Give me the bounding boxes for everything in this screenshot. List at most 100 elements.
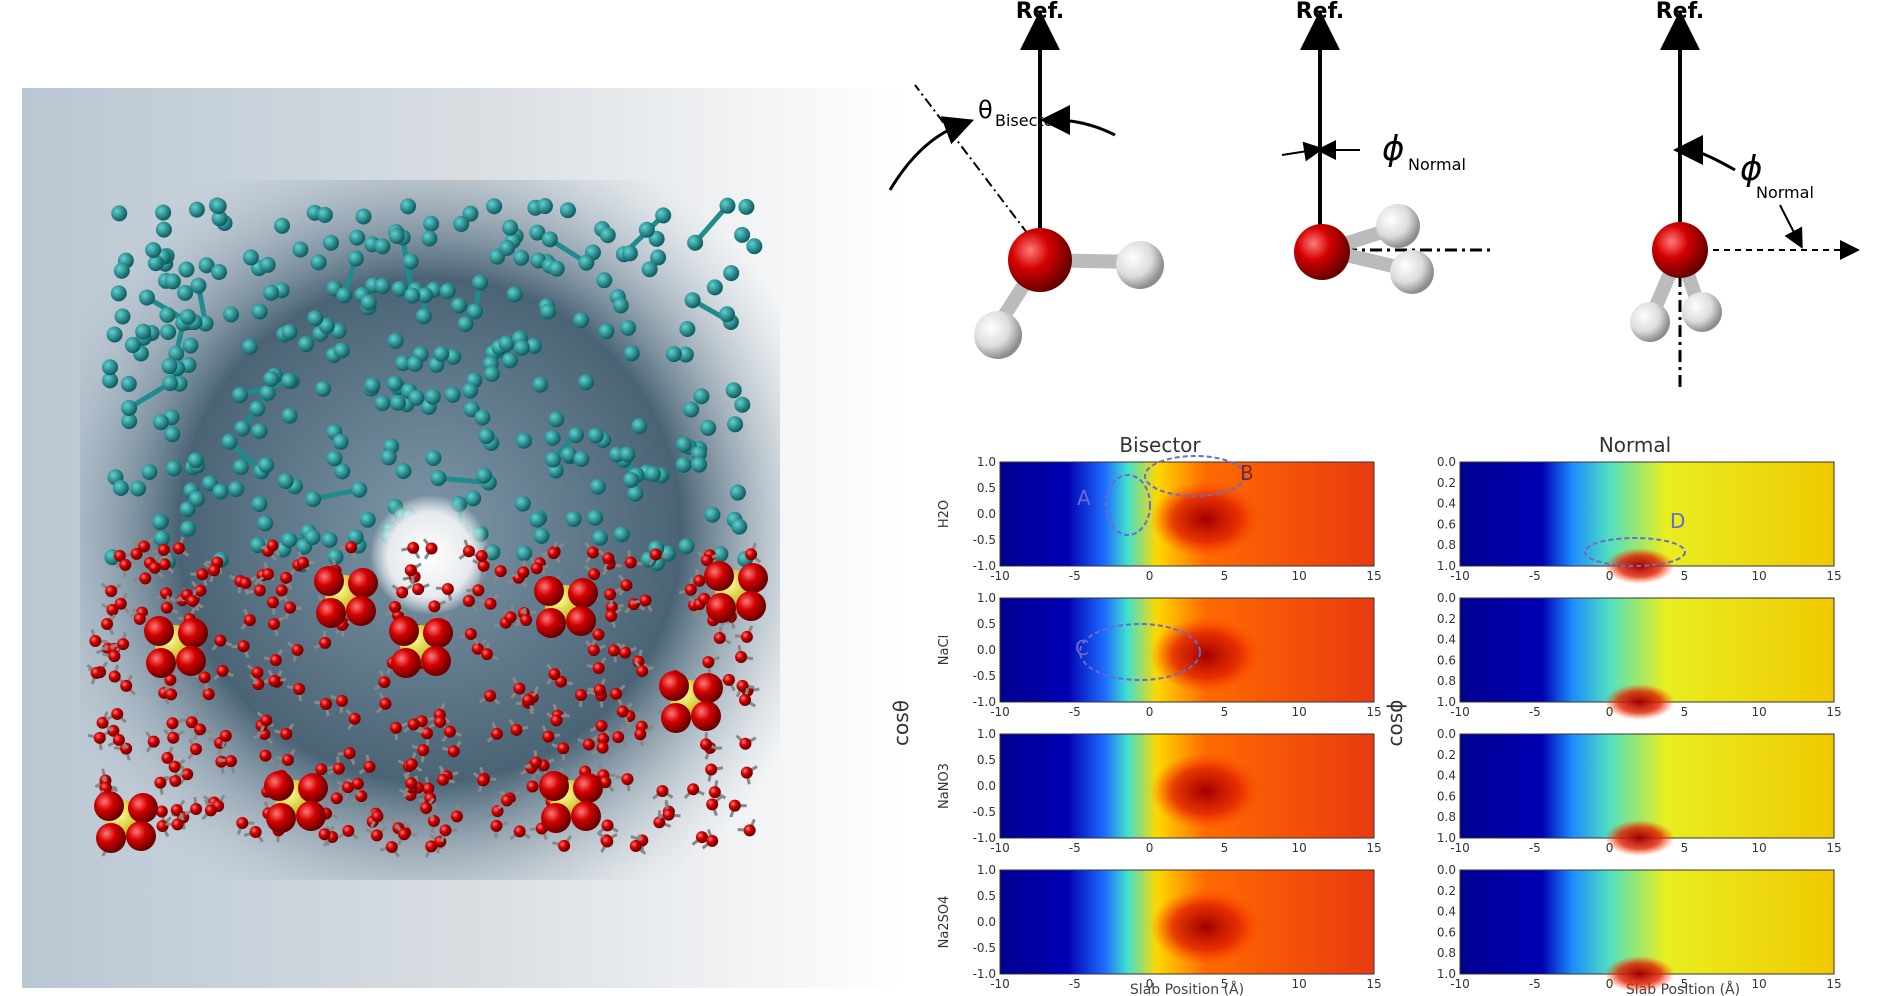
water-oxygen	[632, 655, 645, 668]
x-tick-label: -10	[990, 569, 1010, 583]
carbon-atom	[232, 459, 249, 476]
carbon-atom	[182, 337, 199, 354]
water-oxygen	[170, 803, 183, 816]
carbon-atom	[251, 423, 268, 440]
y-tick-label: 1.0	[1437, 559, 1456, 573]
heatmap-figure: Bisector Normal cosθ cosϕ Slab Position …	[889, 433, 1842, 996]
carbon-atom	[232, 386, 249, 403]
carbon-atom	[466, 303, 483, 320]
normal-title: Normal	[1599, 433, 1671, 457]
water-oxygen	[736, 679, 749, 692]
water-oxygen	[484, 689, 497, 702]
water-oxygen	[89, 634, 102, 647]
water-oxygen	[662, 808, 675, 821]
x-tick-label: -5	[1069, 705, 1081, 719]
x-tick-label: 0	[1146, 977, 1154, 991]
oxygen-atom	[1652, 222, 1708, 278]
water-oxygen	[249, 826, 262, 839]
carbon-atom	[727, 416, 744, 433]
carbon-atom	[387, 332, 404, 349]
carbon-atom	[152, 514, 169, 531]
carbon-atom	[738, 198, 755, 215]
sulfate-oxygen	[348, 568, 378, 598]
carbon-atom	[304, 529, 321, 546]
water-oxygen	[427, 814, 440, 827]
water-oxygen	[513, 682, 526, 695]
y-tick-label: -1.0	[973, 831, 996, 845]
carbon-atom	[529, 511, 546, 528]
carbon-atom	[258, 457, 275, 474]
heatmap-panel: 0.0 0.2 0.4 0.6 0.8 1.0-10 -5 0 5 10 15	[1437, 727, 1842, 856]
water-oxygen	[335, 694, 348, 707]
water-oxygen	[155, 805, 168, 818]
sulfate-oxygen	[534, 576, 564, 606]
water-oxygen	[582, 738, 595, 751]
water-oxygen	[348, 712, 361, 725]
row-label: NaNO3	[937, 763, 952, 809]
water-oxygen	[530, 562, 543, 575]
x-tick-label: 5	[1221, 705, 1229, 719]
carbon-atom	[529, 224, 546, 241]
carbon-atom	[746, 238, 763, 255]
carbon-atom	[675, 456, 692, 473]
water-oxygen	[501, 794, 514, 807]
water-oxygen	[93, 731, 106, 744]
x-tick-label: 5	[1221, 977, 1229, 991]
x-tick-label: 15	[1826, 569, 1841, 583]
water-oxygen	[196, 568, 209, 581]
water-oxygen	[165, 688, 178, 701]
sulfate-oxygen	[316, 598, 346, 628]
carbon-atom	[242, 249, 259, 266]
sulfate-oxygen	[391, 648, 421, 678]
water-oxygen	[156, 819, 169, 832]
water-oxygen	[169, 775, 182, 788]
x-tick-label: -5	[1069, 841, 1081, 855]
carbon-atom	[210, 198, 227, 215]
carbon-atom	[164, 273, 181, 290]
x-tick-label: 15	[1366, 841, 1381, 855]
water-oxygen	[117, 638, 130, 651]
x-tick-label: 10	[1292, 705, 1307, 719]
normal-subscript: Normal	[1408, 155, 1466, 174]
y-tick-label: 0.5	[977, 481, 996, 495]
water-oxygen	[284, 601, 297, 614]
carbon-atom	[263, 370, 280, 387]
water-oxygen	[649, 548, 662, 561]
water-oxygen	[204, 804, 217, 817]
carbon-atom	[102, 359, 119, 376]
carbon-atom	[212, 483, 229, 500]
carbon-atom	[559, 202, 576, 219]
y-tick-label: 0.4	[1437, 905, 1456, 919]
water-oxygen	[490, 727, 503, 740]
sulfate-oxygen	[96, 823, 126, 853]
x-tick-label: 15	[1826, 705, 1841, 719]
water-oxygen	[619, 646, 632, 659]
carbon-atom	[444, 386, 461, 403]
annotation-ellipse	[1144, 455, 1246, 497]
carbon-atom	[638, 221, 655, 238]
water-oxygen	[275, 584, 288, 597]
annotation-ellipse	[1105, 474, 1151, 536]
water-oxygen	[708, 786, 721, 799]
carbon-atom	[513, 249, 530, 266]
carbon-atom	[417, 287, 434, 304]
x-tick-label: -5	[1529, 705, 1541, 719]
y-tick-label: 0.5	[977, 889, 996, 903]
y-tick-label: 0.0	[1437, 727, 1456, 741]
carbon-atom	[578, 254, 595, 271]
sulfate-oxygen	[94, 791, 124, 821]
carbon-atom	[395, 462, 412, 479]
y-tick-label: -1.0	[973, 559, 996, 573]
carbon-atom	[404, 287, 421, 304]
carbon-atom	[700, 419, 717, 436]
water-oxygen	[412, 583, 425, 596]
carbon-atom	[281, 372, 298, 389]
bisector-title: Bisector	[1119, 433, 1201, 457]
y-tick-label: 0.0	[1437, 455, 1456, 469]
water-oxygen	[106, 603, 119, 616]
water-oxygen	[224, 755, 237, 768]
water-oxygen	[542, 730, 555, 743]
water-oxygen	[739, 693, 752, 706]
sulfate-oxygen	[421, 646, 451, 676]
